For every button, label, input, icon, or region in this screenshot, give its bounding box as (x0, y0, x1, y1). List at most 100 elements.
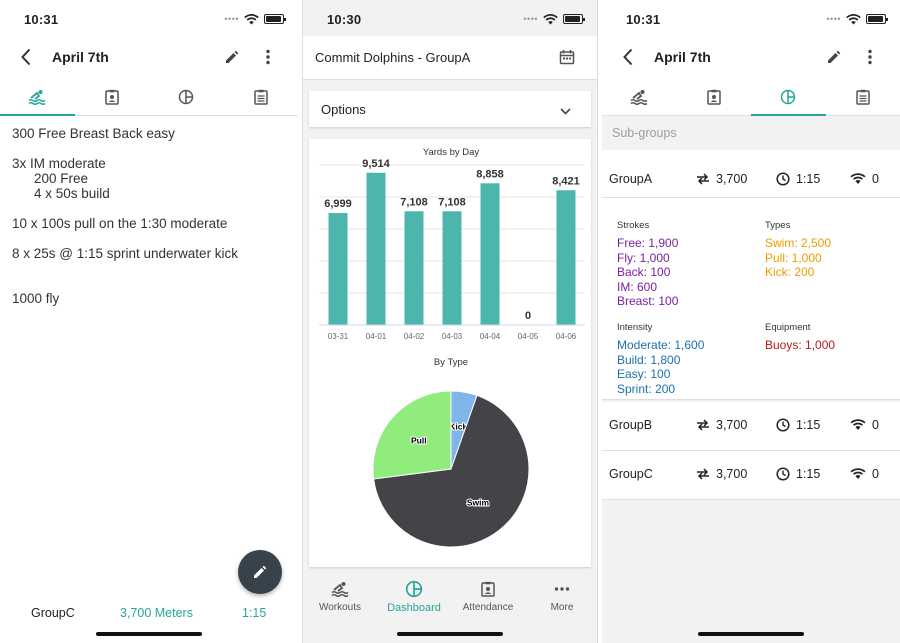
swimmer-icon (630, 89, 648, 105)
badge-icon (105, 89, 119, 105)
tab-notes[interactable] (826, 78, 900, 115)
data-label: 6,999 (324, 198, 352, 210)
options-dropdown[interactable]: Options (309, 91, 591, 127)
x-tick-label: 04-02 (404, 332, 425, 341)
swap-arrows-icon (697, 173, 709, 185)
yards-by-day-chart: Yards by Day 6,999 03-31 9,514 04-01 7,108 04-… (319, 147, 585, 341)
edit-button[interactable] (816, 49, 852, 65)
tab-attendance[interactable] (677, 78, 752, 115)
chart-title: By Type (434, 357, 468, 368)
more-horizontal-icon (527, 579, 597, 599)
workout-line: 200 Free (34, 171, 89, 186)
signal-value: 0 (872, 467, 879, 481)
status-time: 10:31 (24, 12, 59, 27)
bar-04-03 (442, 211, 462, 325)
charts-card: Yards by Day 6,999 03-31 9,514 04-01 7,108 04-… (309, 139, 591, 567)
calendar-button[interactable] (559, 49, 575, 68)
intensity-item: Easy: 100 (617, 367, 671, 381)
workout-line: 8 x 25s @ 1:15 sprint underwater kick (12, 246, 239, 261)
more-menu-button[interactable] (852, 49, 888, 65)
pie-chart-icon (379, 579, 449, 599)
signal-icon (850, 468, 866, 479)
x-tick-label: 04-03 (442, 332, 463, 341)
x-tick-label: 03-31 (328, 332, 349, 341)
app-bar: April 7th (0, 36, 298, 78)
time-stat: 1:15 (776, 172, 820, 186)
data-label: 9,514 (362, 158, 390, 170)
time-stat: 1:15 (776, 467, 820, 481)
detail-tabs (0, 78, 298, 116)
chart-title: Yards by Day (423, 147, 480, 158)
edit-fab-button[interactable] (238, 550, 282, 594)
equipment-heading: Equipment (765, 322, 811, 333)
workout-line: 1000 fly (12, 291, 60, 306)
footer-group: GroupC (31, 606, 75, 620)
nav-label: Dashboard (387, 602, 441, 614)
nav-workouts[interactable]: Workouts (305, 579, 375, 613)
dashboard-screen: 10:30 •••• Commit Dolphins - GroupA Opti… (302, 0, 598, 643)
strokes-item: Fly: 1,000 (617, 250, 670, 265)
swimmer-icon (305, 579, 375, 599)
bar-04-02 (404, 211, 424, 325)
signal-stat: 0 (850, 418, 879, 432)
distance-value: 3,700 (716, 418, 748, 432)
tab-attendance[interactable] (75, 78, 150, 115)
strokes-section: Strokes Free: 1,900 Fly: 1,000 Back: 100 IM… (617, 220, 678, 309)
tab-notes[interactable] (224, 78, 299, 115)
pie-label: Pull (411, 436, 427, 446)
battery-icon (563, 14, 585, 24)
tab-workout[interactable] (0, 78, 75, 116)
distance-stat: 3,700 (696, 418, 747, 432)
x-tick-label: 04-04 (480, 332, 501, 341)
page-title: April 7th (654, 49, 711, 65)
swimmer-icon (28, 89, 46, 105)
subgroups-screen: 10:31 •••• April 7th (602, 0, 900, 643)
more-vertical-icon (868, 49, 872, 65)
group-row-groupb[interactable]: GroupB 3,700 1:15 0 (602, 402, 900, 451)
workout-text: 300 Free Breast Back easy 3x IM moderate 2… (12, 126, 288, 306)
nav-label: Attendance (462, 602, 514, 613)
nav-more[interactable]: More (527, 579, 597, 613)
time-value: 1:15 (796, 467, 821, 481)
more-menu-button[interactable] (250, 49, 286, 65)
tab-workout[interactable] (602, 78, 677, 115)
tab-stats[interactable] (149, 78, 224, 115)
data-label: 8,858 (476, 168, 504, 180)
pencil-icon (226, 50, 239, 63)
wifi-icon (846, 13, 861, 24)
signal-icon (850, 419, 866, 430)
status-icons: •••• (826, 12, 888, 26)
edit-button[interactable] (214, 49, 250, 65)
equipment-item: Buoys: 1,000 (765, 338, 836, 352)
status-time: 10:30 (327, 12, 362, 27)
equipment-section: Equipment Buoys: 1,000 (765, 322, 835, 353)
clock-icon (776, 418, 790, 432)
signal-dots-icon: •••• (224, 14, 239, 24)
pencil-icon (828, 50, 841, 63)
signal-icon (850, 173, 866, 184)
data-label: 0 (525, 310, 531, 322)
chevron-left-icon (623, 48, 633, 66)
back-button[interactable] (602, 48, 654, 66)
wifi-icon (543, 13, 558, 24)
distance-stat: 3,700 (696, 467, 747, 481)
group-row-groupa[interactable]: GroupA 3,700 1:15 0 (602, 150, 900, 198)
distance-value: 3,700 (716, 467, 748, 481)
more-vertical-icon (266, 49, 270, 65)
nav-dashboard[interactable]: Dashboard (379, 579, 449, 614)
intensity-section: Intensity Moderate: 1,600 Build: 1,800 Eas… (617, 322, 704, 396)
footer-distance: 3,700 Meters (120, 606, 193, 620)
pie-label: Kick (449, 422, 467, 432)
nav-label: Workouts (318, 602, 362, 613)
back-button[interactable] (0, 48, 52, 66)
distance-stat: 3,700 (696, 172, 747, 186)
status-time: 10:31 (626, 12, 661, 27)
group-row-groupc[interactable]: GroupC 3,700 1:15 0 (602, 451, 900, 500)
tab-stats[interactable] (751, 78, 826, 116)
nav-attendance[interactable]: Attendance (453, 579, 523, 613)
calendar-icon (559, 50, 575, 65)
workout-detail-screen: 10:31 •••• April 7th (0, 0, 298, 643)
x-tick-label: 04-06 (556, 332, 577, 341)
time-stat: 1:15 (776, 418, 820, 432)
